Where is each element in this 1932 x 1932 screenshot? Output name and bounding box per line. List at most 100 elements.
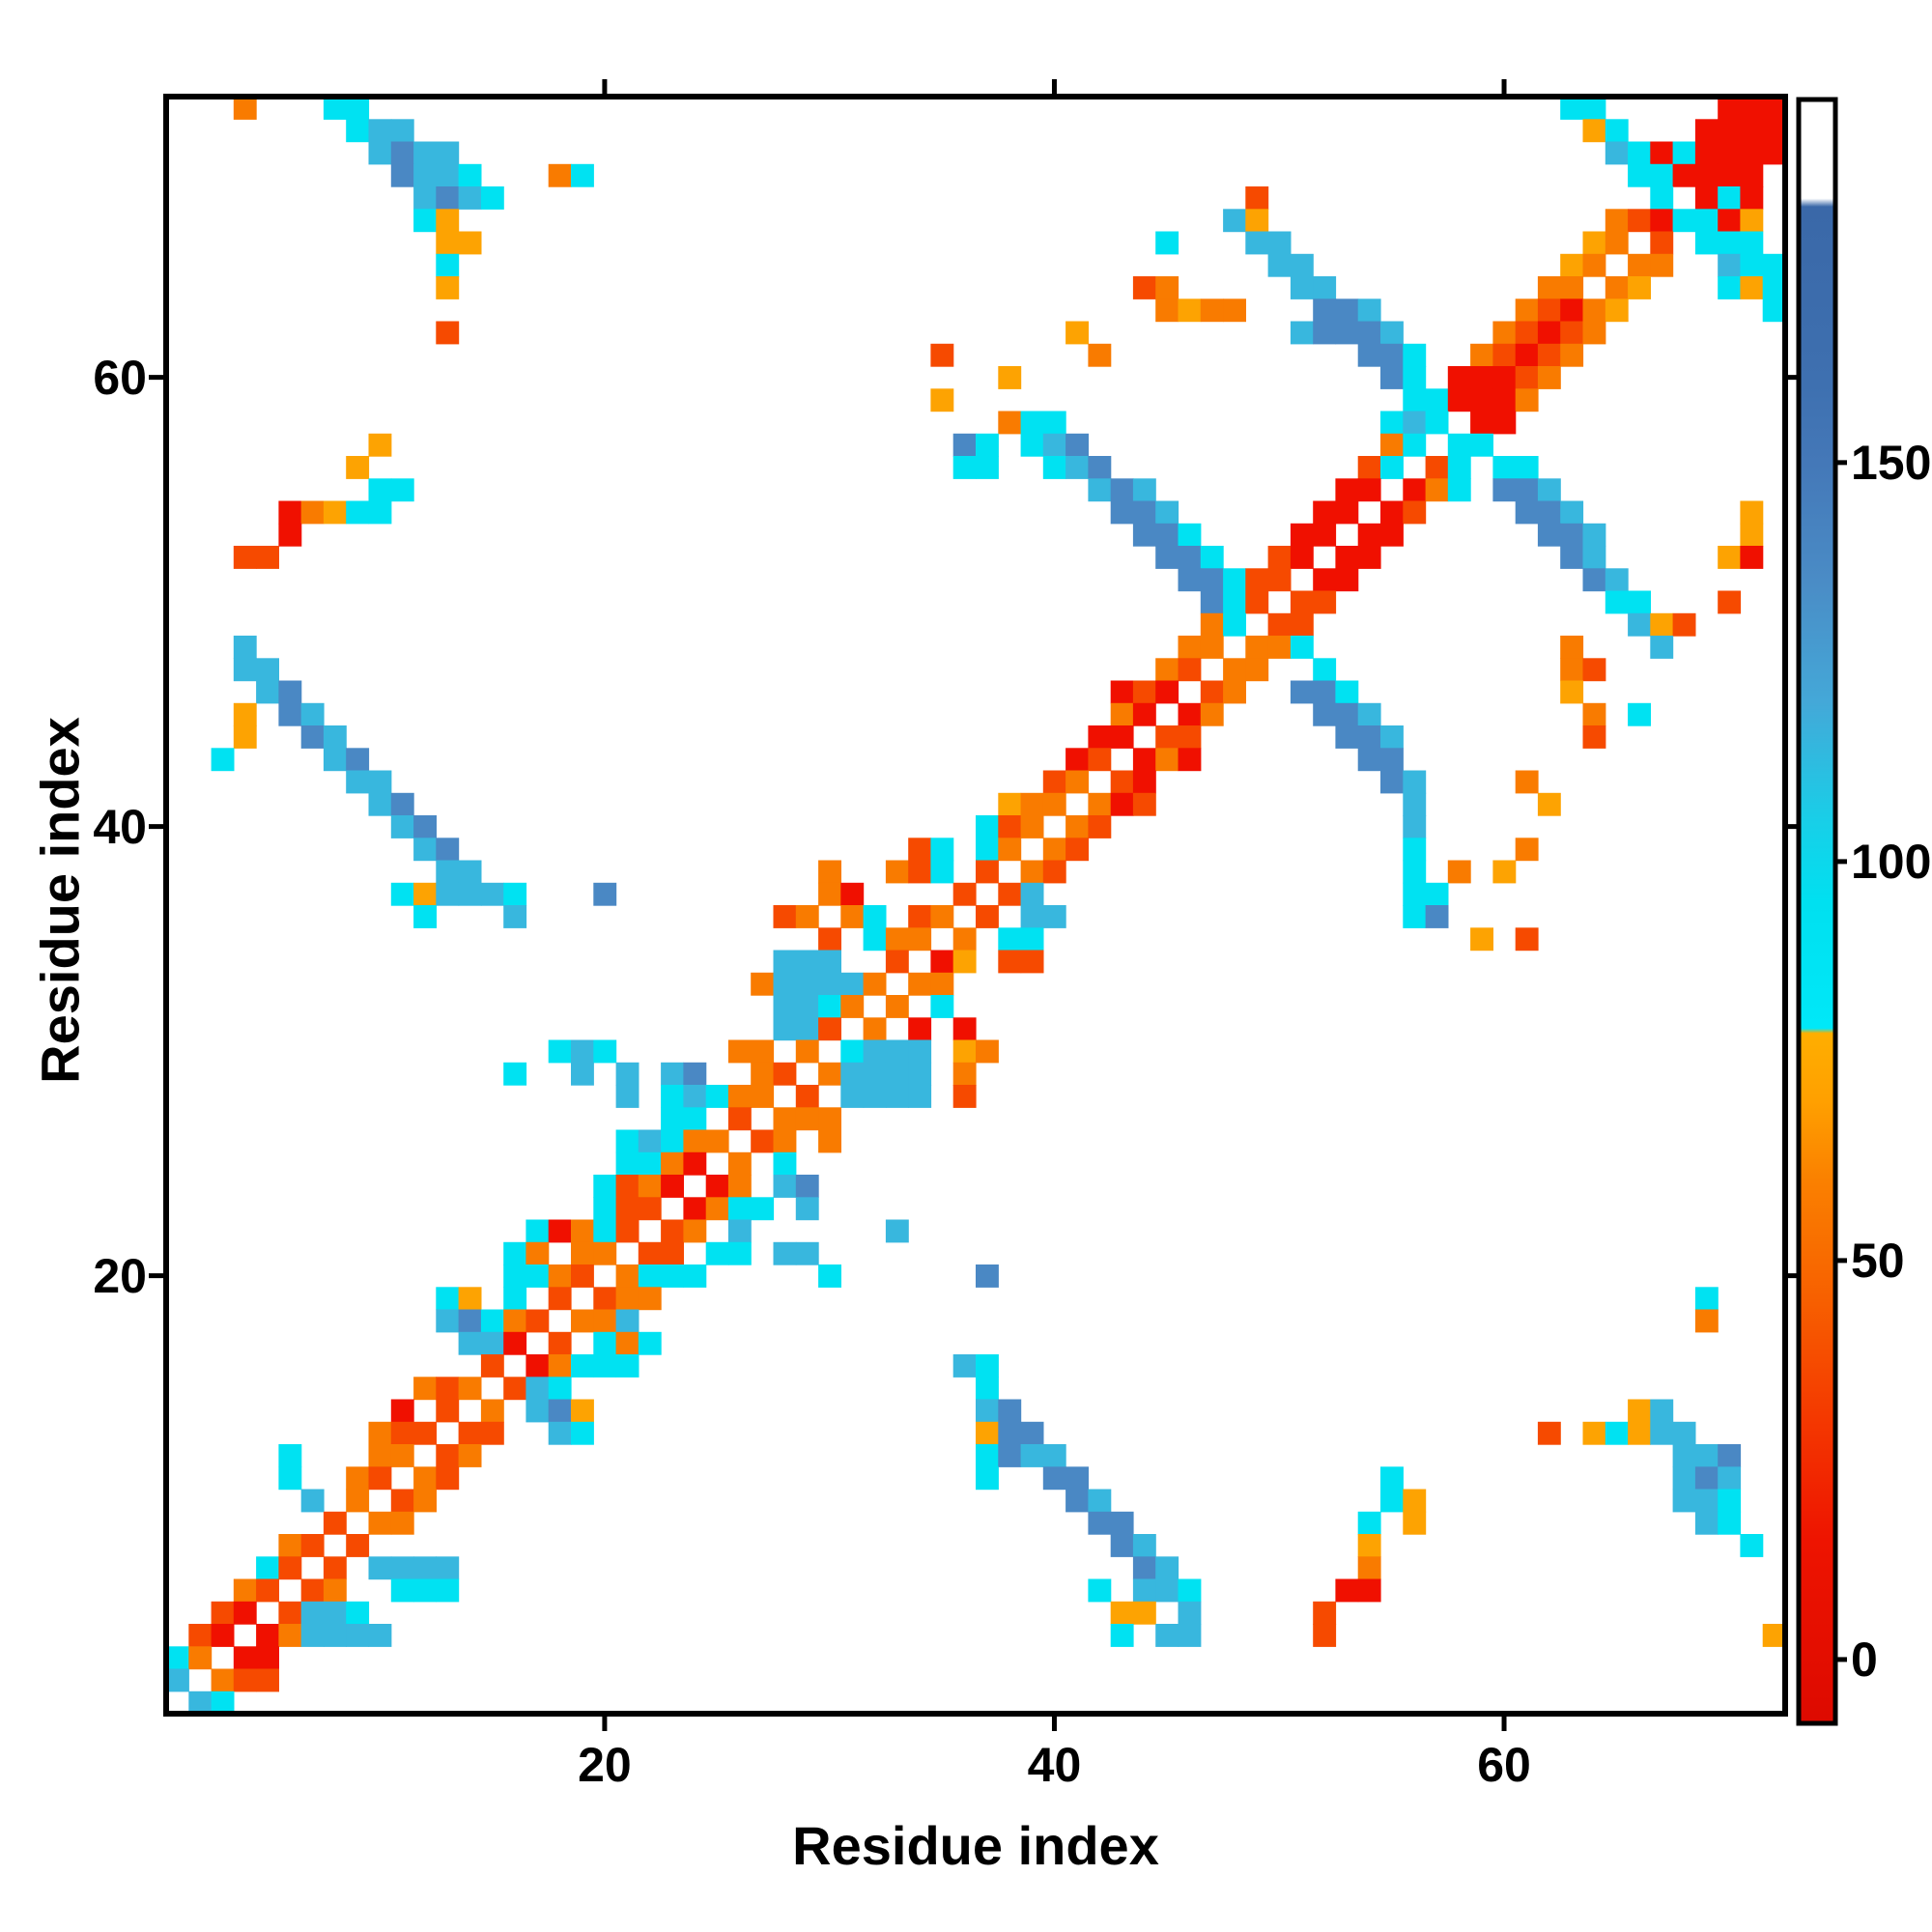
heatmap-cell: [976, 905, 999, 928]
heatmap-cell: [1740, 1534, 1764, 1557]
heatmap-cell: [346, 119, 370, 143]
heatmap-cell: [998, 950, 1022, 974]
heatmap-cell: [1672, 612, 1696, 637]
heatmap-cell: [1425, 882, 1449, 906]
heatmap-cell: [368, 770, 392, 794]
heatmap-cell: [1357, 478, 1381, 502]
heatmap-cell: [390, 815, 414, 838]
heatmap-cell: [1403, 343, 1427, 367]
heatmap-cell: [795, 1197, 819, 1221]
heatmap-cell: [1650, 1421, 1674, 1445]
heatmap-cell: [368, 500, 392, 525]
heatmap-cell: [976, 1421, 999, 1445]
heatmap-cell: [1335, 568, 1359, 592]
heatmap-cell: [615, 1287, 639, 1311]
heatmap-cell: [1560, 321, 1584, 345]
heatmap-cell: [548, 1264, 572, 1288]
heatmap-cell: [1425, 478, 1449, 502]
heatmap-cell: [458, 186, 482, 210]
heatmap-cell: [1403, 411, 1427, 435]
heatmap-cell: [1740, 97, 1764, 120]
heatmap-cell: [1403, 905, 1427, 928]
heatmap-cell: [1155, 546, 1179, 569]
heatmap-cell: [1560, 298, 1584, 323]
heatmap-cell: [1740, 231, 1764, 255]
heatmap-cell: [436, 1556, 460, 1580]
heatmap-cell: [390, 163, 414, 187]
heatmap-cell: [1582, 1421, 1606, 1445]
heatmap-cell: [1515, 388, 1539, 412]
plot-frame: [163, 94, 1788, 1717]
heatmap-cell: [458, 1331, 482, 1355]
heatmap-cell: [1650, 1399, 1674, 1423]
heatmap-cell: [436, 231, 460, 255]
heatmap-cell: [1650, 612, 1674, 637]
heatmap-cell: [1560, 97, 1584, 120]
heatmap-cell: [1537, 792, 1561, 816]
heatmap-cell: [1357, 748, 1381, 772]
heatmap-cell: [1740, 500, 1764, 525]
heatmap-cell: [1245, 568, 1269, 592]
heatmap-cell: [1560, 658, 1584, 682]
heatmap-cell: [885, 1085, 909, 1108]
heatmap-cell: [1447, 366, 1471, 389]
heatmap-cell: [908, 838, 932, 862]
colorbar-gradient: [1799, 99, 1835, 1723]
heatmap-cell: [390, 141, 414, 165]
heatmap-cell: [908, 905, 932, 928]
heatmap-cell: [390, 1421, 414, 1445]
heatmap-cell: [1267, 568, 1292, 592]
heatmap-cell: [840, 905, 865, 928]
heatmap-cell: [705, 1129, 729, 1153]
heatmap-cell: [1762, 97, 1786, 120]
heatmap-cell: [413, 209, 437, 233]
heatmap-cell: [368, 478, 392, 502]
heatmap-cell: [1335, 1578, 1359, 1603]
heatmap-cell: [1088, 815, 1112, 838]
heatmap-cell: [863, 1085, 887, 1108]
heatmap-cell: [1628, 141, 1651, 165]
heatmap-cell: [795, 1241, 819, 1265]
x-tick-label: 60: [1477, 1738, 1531, 1792]
heatmap-cell: [1447, 456, 1471, 479]
heatmap-cell: [638, 1264, 662, 1288]
heatmap-cell: [998, 838, 1022, 862]
heatmap-cell: [278, 1466, 302, 1491]
heatmap-cell: [1560, 546, 1584, 569]
heatmap-cell: [256, 1668, 279, 1692]
colorbar-tick-label: 150: [1851, 435, 1932, 490]
heatmap-cell: [1245, 590, 1269, 614]
heatmap-cell: [458, 1377, 482, 1401]
heatmap-cell: [1537, 500, 1561, 525]
heatmap-cell: [1357, 1578, 1381, 1603]
heatmap-cell: [458, 1309, 482, 1333]
heatmap-cell: [593, 882, 617, 906]
heatmap-cell: [952, 882, 977, 906]
heatmap-cell: [1650, 253, 1674, 277]
heatmap-cell: [1357, 1556, 1381, 1580]
heatmap-cell: [1380, 748, 1404, 772]
heatmap-cell: [1515, 298, 1539, 323]
colorbar-frame: [1796, 97, 1838, 1726]
heatmap-cell: [661, 1219, 684, 1243]
heatmap-cell: [346, 1624, 370, 1647]
heatmap-cell: [1403, 792, 1427, 816]
heatmap-cell: [885, 1062, 909, 1086]
heatmap-cell: [278, 1534, 302, 1557]
heatmap-cell: [615, 1354, 639, 1378]
heatmap-cell: [390, 478, 414, 502]
heatmap-cell: [1605, 209, 1629, 233]
heatmap-cell: [458, 882, 482, 906]
heatmap-cell: [1718, 231, 1742, 255]
heatmap-cell: [548, 1377, 572, 1401]
heatmap-cell: [1155, 1578, 1179, 1603]
heatmap-cell: [1042, 860, 1066, 884]
heatmap-cell: [1335, 680, 1359, 704]
heatmap-cell: [1110, 1534, 1134, 1557]
heatmap-cell: [795, 1175, 819, 1198]
heatmap-cell: [1178, 702, 1202, 726]
heatmap-cell: [1357, 321, 1381, 345]
heatmap-cell: [727, 1219, 752, 1243]
heatmap-cell: [1200, 546, 1224, 569]
